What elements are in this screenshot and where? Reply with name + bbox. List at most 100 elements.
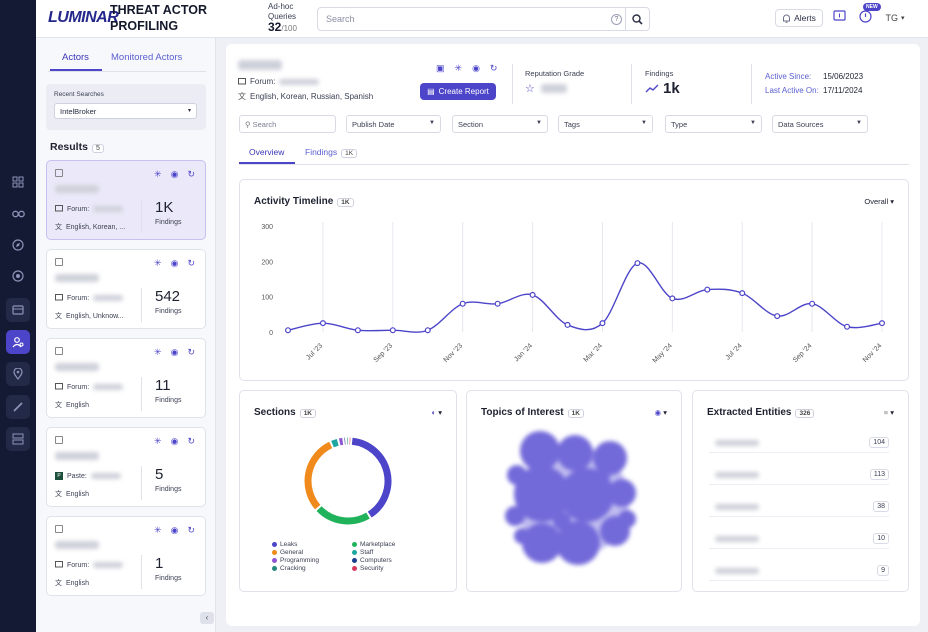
filter-data-sources[interactable]: Data Sources ▼ [772,115,868,133]
refresh-icon[interactable]: ↻ [489,63,498,73]
divider [631,64,632,104]
entity-row[interactable]: 113 [709,469,889,485]
alerts-button[interactable]: Alerts [775,9,823,27]
compass-icon[interactable] [6,233,30,257]
create-report-button[interactable]: ▤ Create Report [420,83,496,100]
person-icon[interactable]: ✳ [154,169,162,179]
sections-legend: Leaks Marketplace General Staff Programming C… [272,541,422,572]
donut-slice[interactable] [304,441,333,510]
recent-searches-select[interactable]: IntelBroker ▾ [54,103,197,119]
data-point [389,327,396,334]
refresh-icon[interactable]: ↻ [187,436,195,446]
search-button[interactable] [625,8,649,30]
filter-section[interactable]: Section ▼ [452,115,548,133]
actor-card-findings-label: Findings [155,397,182,404]
legend-item[interactable]: General [272,549,352,556]
radar-icon[interactable]: ◉ [170,169,179,179]
donut-slice[interactable] [338,437,344,446]
refresh-icon[interactable]: ↻ [187,258,195,268]
source-name-redacted [93,562,124,568]
radar-icon[interactable]: ◉ [170,347,179,357]
legend-item[interactable]: Cracking [272,565,352,572]
actor-card-checkbox[interactable] [55,258,63,266]
legend-item[interactable]: Staff [352,549,432,556]
data-point [739,290,746,297]
filter-tags[interactable]: Tags ▼ [558,115,653,133]
actor-card[interactable]: ✳ ◉ ↻ Forum: 文 English, Korean, ... 1K Findings [46,160,206,240]
legend-item[interactable]: Marketplace [352,541,432,548]
person-icon[interactable]: ✳ [454,63,463,73]
legend-item[interactable]: Programming [272,557,352,564]
timeline-scope-dropdown[interactable]: Overall ▾ [864,197,894,206]
help-icon[interactable]: ? [611,14,622,25]
donut-slice[interactable] [351,437,392,518]
list-icon: ≡ [883,408,889,417]
legend-item[interactable]: Security [352,565,432,572]
tab-monitored-actors[interactable]: Monitored Actors [111,52,183,63]
filter-search[interactable]: ⚲ Search [239,115,336,133]
global-search-input[interactable] [326,14,596,24]
radar-icon[interactable]: ◉ [170,436,179,446]
tab-findings[interactable]: Findings 1K [305,147,358,158]
entities-panel: Extracted Entities 326 ≡ ▾ 104 113 38 10 9 [692,390,909,592]
legend-item[interactable]: Computers [352,557,432,564]
radar-icon[interactable]: ◉ [170,258,179,268]
topics-chart-type-dropdown[interactable]: ◉ ▾ [655,408,667,417]
actor-card-checkbox[interactable] [55,436,63,444]
chevron-left-icon: ‹ [205,613,209,622]
server-icon[interactable] [6,427,30,451]
refresh-icon[interactable]: ↻ [187,525,195,535]
tab-overview[interactable]: Overview [249,147,285,157]
donut-slice[interactable] [316,506,370,525]
filter-type[interactable]: Type ▼ [665,115,762,133]
refresh-icon[interactable]: ↻ [187,169,195,179]
user-menu[interactable]: TG ▾ [885,13,905,23]
entities-view-dropdown[interactable]: ≡ ▾ [884,408,894,417]
dashboard-icon[interactable] [6,170,30,194]
tab-actors[interactable]: Actors [62,52,89,63]
binoculars-icon[interactable] [6,201,30,225]
chat-icon[interactable] [833,10,847,24]
whats-new-icon[interactable] [859,10,873,24]
entity-row[interactable]: 10 [709,533,889,549]
actor-card-checkbox[interactable] [55,169,63,177]
actor-card-checkbox[interactable] [55,525,63,533]
chevron-down-icon: ▼ [856,120,862,126]
radar-icon[interactable] [6,264,30,288]
page-title: THREAT ACTOR PROFILING [110,3,207,33]
actor-card[interactable]: ✳ ◉ ↻ Forum: 文 English, Unknow... 542 Findings [46,249,206,329]
global-search: ? [317,7,650,31]
legend-item[interactable]: Leaks [272,541,352,548]
actor-card-checkbox[interactable] [55,347,63,355]
filter-publish-date[interactable]: Publish Date ▼ [346,115,441,133]
card-icon[interactable] [6,298,30,322]
person-icon[interactable]: ✳ [154,347,162,357]
search-icon: ⚲ [245,120,251,129]
person-icon[interactable]: ✳ [154,436,162,446]
entity-row[interactable]: 9 [709,565,889,581]
actor-card[interactable]: ✳ ◉ ↻ Forum: 文 English 11 Findings [46,338,206,418]
person-icon[interactable]: ✳ [154,258,162,268]
sections-chart-type-dropdown[interactable]: ◐ ▾ [432,408,442,417]
adhoc-queries-counter: Ad-hoc Queries 32/100 [268,2,297,34]
chevron-down-icon: ▼ [641,120,647,126]
actor-card[interactable]: ✳ ◉ ↻ Forum: 文 English 1 Findings [46,516,206,596]
x-tick-label: Nov '24 [862,342,884,364]
threat-actor-icon[interactable] [6,330,30,354]
luminar-logo[interactable]: LUMINAR [48,9,119,26]
translate-icon: 文 [55,224,62,231]
refresh-icon[interactable]: ↻ [187,347,195,357]
paste-icon: P [55,472,63,480]
bell-icon [783,14,791,23]
collapse-panel-button[interactable]: ‹ [200,612,214,624]
location-pin-icon[interactable] [6,362,30,386]
person-icon[interactable]: ✳ [154,525,162,535]
donut-slice[interactable] [331,438,339,448]
syringe-icon[interactable] [6,395,30,419]
briefcase-icon[interactable]: ▣ [436,63,445,73]
entity-row[interactable]: 38 [709,501,889,517]
radar-icon[interactable]: ◉ [472,63,480,73]
radar-icon[interactable]: ◉ [170,525,179,535]
actor-card[interactable]: ✳ ◉ ↻ P Paste: 文 English 5 Findings [46,427,206,507]
entity-row[interactable]: 104 [709,437,889,453]
